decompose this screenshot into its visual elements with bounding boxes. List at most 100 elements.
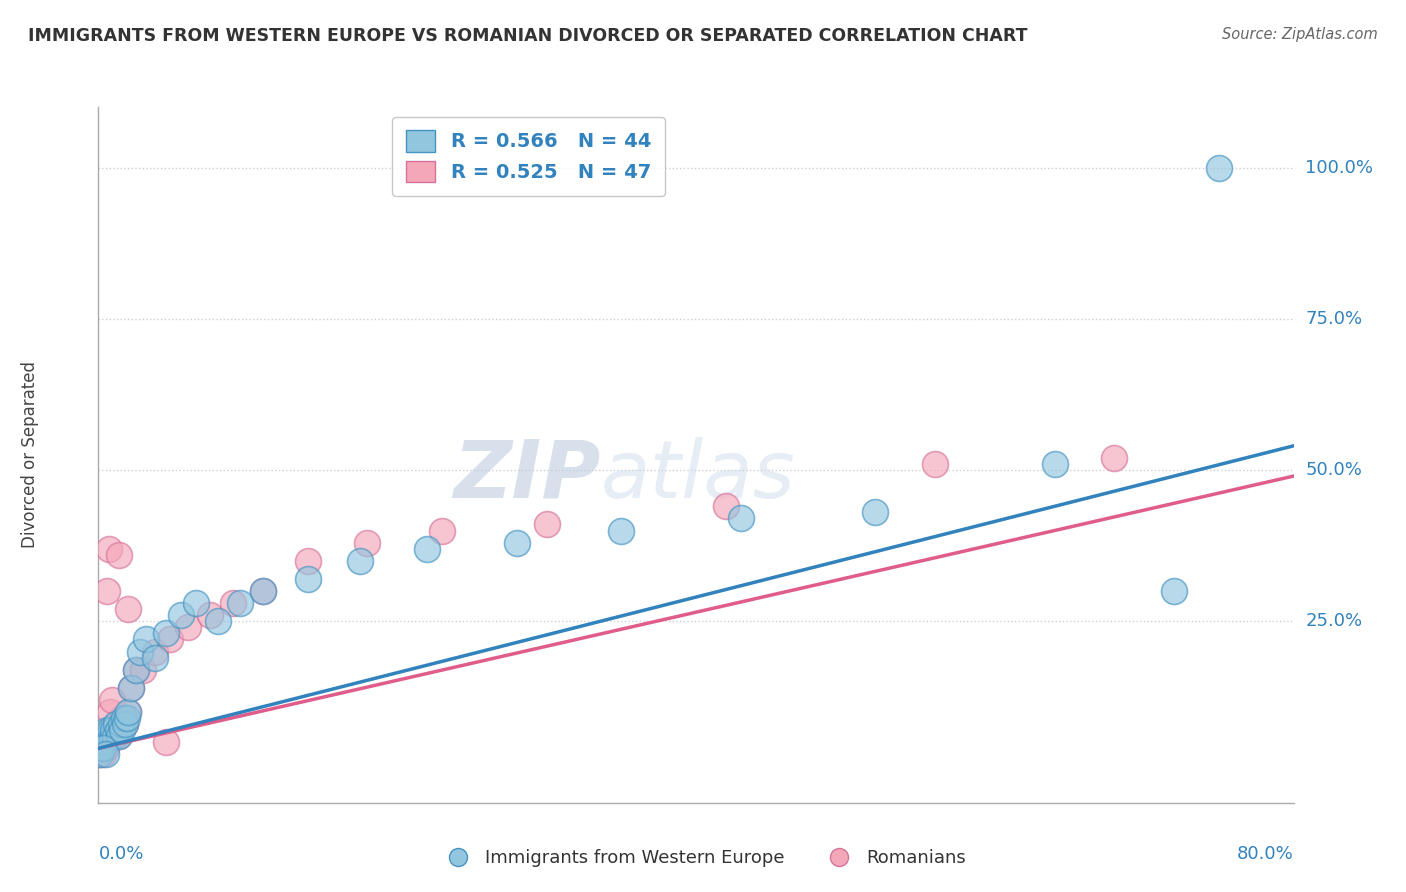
Point [865,505,887,519]
Text: ZIP: ZIP [453,437,600,515]
Text: Source: ZipAtlas.com: Source: ZipAtlas.com [1222,27,1378,42]
Point [97,729,120,743]
Point [1208,161,1230,175]
Point [207,615,229,629]
Point [98,705,122,719]
Point [94,741,117,756]
Point [159,632,181,647]
Point [1104,450,1126,465]
Point [222,596,245,610]
Point [297,554,319,568]
Point [93,729,115,743]
Point [115,711,138,725]
Text: 80.0%: 80.0% [1237,845,1294,863]
Point [120,681,142,695]
Point [97,541,120,556]
Point [112,711,135,725]
Point [108,548,131,562]
Point [103,723,125,738]
Point [536,517,558,532]
Text: 25.0%: 25.0% [1305,612,1362,631]
Point [91,735,114,749]
Point [132,663,155,677]
Point [252,584,274,599]
Point [120,681,142,695]
Point [416,541,439,556]
Point [93,729,115,743]
Text: Divorced or Separated: Divorced or Separated [21,361,39,549]
Point [430,524,453,538]
Point [105,717,128,731]
Point [89,741,111,756]
Point [91,741,114,756]
Point [91,747,114,762]
Text: 100.0%: 100.0% [1305,159,1374,177]
Point [1043,457,1066,471]
Point [135,632,157,647]
Point [104,723,127,738]
Point [110,717,132,731]
Point [96,729,118,743]
Point [143,650,166,665]
Point [96,723,118,738]
Point [91,735,114,749]
Point [101,729,124,743]
Point [1163,584,1185,599]
Point [94,735,117,749]
Point [114,717,136,731]
Point [105,717,128,731]
Point [90,735,112,749]
Point [200,608,222,623]
Point [143,644,166,658]
Legend: R = 0.566   N = 44, R = 0.525   N = 47: R = 0.566 N = 44, R = 0.525 N = 47 [392,117,665,196]
Point [90,741,112,756]
Point [90,735,112,749]
Text: 75.0%: 75.0% [1305,310,1362,327]
Point [117,705,139,719]
Point [610,524,633,538]
Point [89,747,111,762]
Point [125,663,148,677]
Point [169,608,191,623]
Point [101,729,124,743]
Point [107,723,129,738]
Point [714,500,737,514]
Point [101,693,124,707]
Point [111,717,134,731]
Point [177,620,200,634]
Point [110,711,132,725]
Point [108,729,131,743]
Point [117,705,139,719]
Point [98,723,122,738]
Point [111,723,134,738]
Point [107,723,129,738]
Point [252,584,274,599]
Point [112,711,135,725]
Point [356,535,378,549]
Point [155,735,177,749]
Point [103,723,125,738]
Point [125,663,148,677]
Text: IMMIGRANTS FROM WESTERN EUROPE VS ROMANIAN DIVORCED OR SEPARATED CORRELATION CHA: IMMIGRANTS FROM WESTERN EUROPE VS ROMANI… [28,27,1028,45]
Point [93,735,115,749]
Point [89,741,111,756]
Point [97,729,120,743]
Point [94,735,117,749]
Text: 50.0%: 50.0% [1305,461,1362,479]
Point [155,626,177,640]
Point [98,723,122,738]
Point [114,717,136,731]
Point [94,747,117,762]
Point [89,747,111,762]
Text: 0.0%: 0.0% [98,845,143,863]
Point [108,729,131,743]
Point [129,644,152,658]
Legend: Immigrants from Western Europe, Romanians: Immigrants from Western Europe, Romanian… [433,842,973,874]
Text: atlas: atlas [600,437,796,515]
Point [96,584,118,599]
Point [104,729,127,743]
Point [924,457,946,471]
Point [229,596,252,610]
Point [184,596,207,610]
Point [117,602,139,616]
